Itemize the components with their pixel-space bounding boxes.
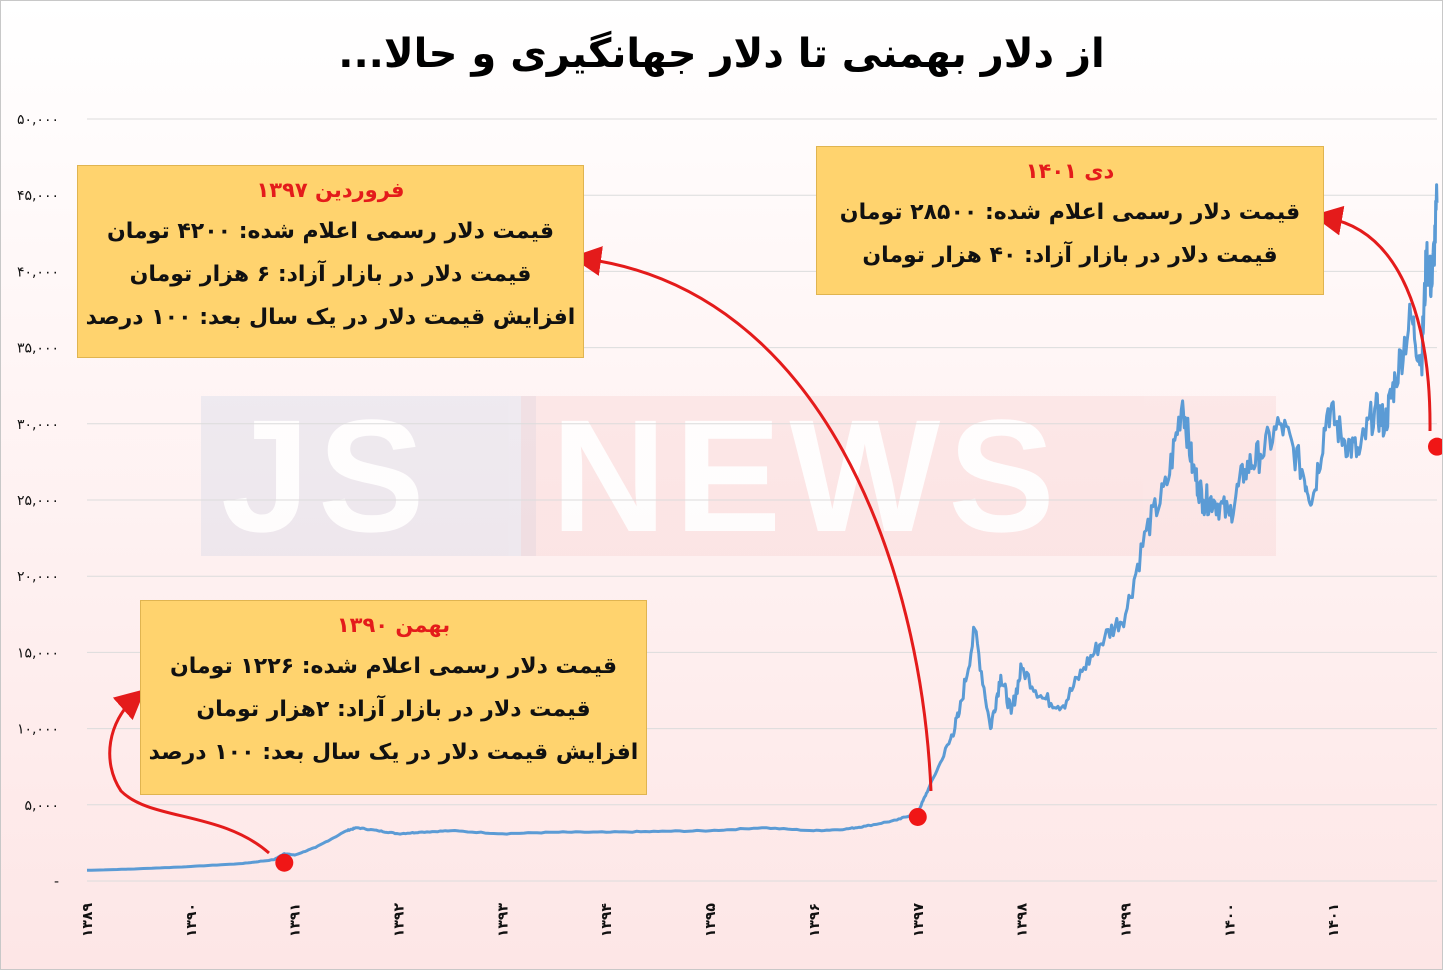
event-marker [1428, 437, 1442, 456]
callout-line: قیمت دلار رسمی اعلام شده: ۱۲۲۶ تومان [170, 654, 617, 679]
x-tick-label: ۱۴۰۱ [1326, 903, 1342, 937]
watermark-js: JS [201, 396, 536, 556]
callout-bahman-1390: بهمن ۱۳۹۰ قیمت دلار رسمی اعلام شده: ۱۲۲۶… [140, 600, 647, 795]
y-tick-label: ۲۰,۰۰۰ [17, 569, 59, 585]
x-tick-label: ۱۳۸۹ [80, 903, 96, 938]
y-tick-label: ۵,۰۰۰ [24, 798, 59, 814]
y-tick-label: ۱۵,۰۰۰ [17, 645, 59, 661]
y-tick-label: ۱۰,۰۰۰ [17, 722, 59, 738]
arrow-1401 [1312, 205, 1432, 432]
y-tick-label: - [54, 874, 59, 890]
callout-title: بهمن ۱۳۹۰ [336, 613, 451, 637]
callout-farvardin-1397: فروردین ۱۳۹۷ قیمت دلار رسمی اعلام شده: ۴… [77, 165, 584, 358]
x-tick-label: ۱۳۹۷ [911, 903, 927, 938]
callout-title: دی ۱۴۰۱ [1025, 159, 1115, 183]
event-marker [275, 853, 294, 872]
arrow-1397 [571, 246, 933, 792]
x-tick-label: ۱۳۹۴ [599, 903, 615, 938]
callout-line: قیمت دلار رسمی اعلام شده: ۴۲۰۰ تومان [107, 219, 554, 244]
x-axis: ۱۳۸۹ ۱۳۹۰ ۱۳۹۱ ۱۳۹۲ ۱۳۹۳ ۱۳۹۴ ۱۳۹۵ ۱۳۹۶ ۱۳۹۷ ۱۳۹۸… [80, 903, 1342, 938]
callout-title: فروردین ۱۳۹۷ [256, 178, 405, 202]
callout-line: قیمت دلار رسمی اعلام شده: ۲۸۵۰۰ تومان [839, 200, 1301, 225]
y-axis: - ۵,۰۰۰ ۱۰,۰۰۰ ۱۵,۰۰۰ ۲۰,۰۰۰ ۲۵,۰۰۰ ۳۰,۰۰۰ ۳۵,۰… [17, 112, 59, 890]
y-tick-label: ۲۵,۰۰۰ [17, 493, 59, 509]
event-markers [275, 437, 1442, 872]
callout-line: قیمت دلار در بازار آزاد: ۶ هزار تومان [129, 262, 532, 287]
x-tick-label: ۱۴۰۰ [1222, 903, 1238, 937]
callout-line: افزایش قیمت دلار در یک سال بعد: ۱۰۰ درصد [148, 740, 639, 765]
arrow-1390 [108, 689, 270, 855]
chart-title: از دلار بهمنی تا دلار جهانگیری و حالا... [338, 31, 1105, 77]
x-tick-label: ۱۳۹۵ [703, 903, 719, 938]
series-line [86, 183, 1439, 872]
x-tick-label: ۱۳۹۹ [1118, 903, 1134, 938]
event-marker [908, 807, 927, 826]
y-tick-label: ۴۵,۰۰۰ [17, 188, 59, 204]
callout-line: افزایش قیمت دلار در یک سال بعد: ۱۰۰ درصد [85, 305, 576, 330]
y-tick-label: ۴۰,۰۰۰ [17, 264, 59, 280]
x-tick-label: ۱۳۹۱ [288, 903, 304, 937]
callout-line: قیمت دلار در بازار آزاد: ۴۰ هزار تومان [862, 243, 1278, 268]
y-tick-label: ۳۰,۰۰۰ [17, 417, 59, 433]
callout-line: قیمت دلار در بازار آزاد: ۲هزار تومان [196, 697, 591, 722]
y-tick-label: ۳۵,۰۰۰ [17, 341, 59, 357]
x-tick-label: ۱۳۹۶ [807, 903, 823, 937]
x-tick-label: ۱۳۹۳ [495, 903, 511, 938]
y-tick-label: ۵۰,۰۰۰ [17, 112, 59, 128]
x-tick-label: ۱۳۹۲ [392, 903, 408, 938]
x-tick-label: ۱۳۹۸ [1015, 903, 1031, 938]
callout-arrows [108, 205, 1432, 855]
callout-dey-1401: دی ۱۴۰۱ قیمت دلار رسمی اعلام شده: ۲۸۵۰۰ … [816, 146, 1324, 295]
x-tick-label: ۱۳۹۰ [184, 903, 200, 937]
